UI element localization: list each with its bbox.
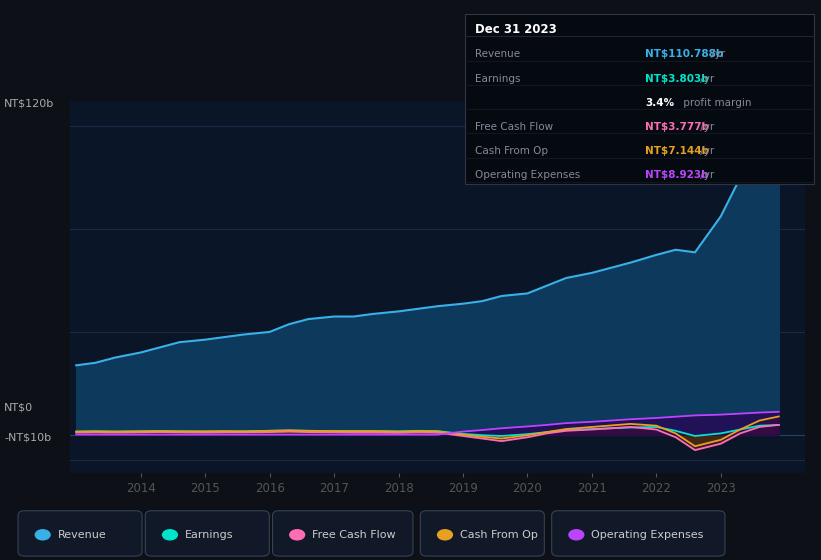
Text: Dec 31 2023: Dec 31 2023 [475, 23, 557, 36]
Text: NT$110.788b: NT$110.788b [645, 49, 723, 59]
Text: /yr: /yr [697, 73, 714, 83]
Text: Operating Expenses: Operating Expenses [475, 170, 580, 180]
Text: /yr: /yr [709, 49, 726, 59]
Text: Earnings: Earnings [185, 530, 233, 540]
Text: NT$7.144b: NT$7.144b [645, 146, 709, 156]
Text: Cash From Op: Cash From Op [460, 530, 538, 540]
Text: NT$120b: NT$120b [4, 99, 54, 109]
Text: 3.4%: 3.4% [645, 97, 674, 108]
Text: -NT$10b: -NT$10b [4, 433, 51, 443]
Text: Revenue: Revenue [475, 49, 520, 59]
Text: Earnings: Earnings [475, 73, 520, 83]
Text: NT$3.803b: NT$3.803b [645, 73, 709, 83]
Text: /yr: /yr [697, 122, 714, 132]
Text: /yr: /yr [697, 146, 714, 156]
Text: profit margin: profit margin [680, 97, 751, 108]
Text: Operating Expenses: Operating Expenses [591, 530, 704, 540]
Text: Free Cash Flow: Free Cash Flow [312, 530, 396, 540]
Text: NT$0: NT$0 [4, 402, 33, 412]
Text: /yr: /yr [697, 170, 714, 180]
Text: Cash From Op: Cash From Op [475, 146, 548, 156]
Text: Free Cash Flow: Free Cash Flow [475, 122, 553, 132]
Text: NT$8.923b: NT$8.923b [645, 170, 709, 180]
Text: Revenue: Revenue [57, 530, 106, 540]
Text: NT$3.777b: NT$3.777b [645, 122, 709, 132]
